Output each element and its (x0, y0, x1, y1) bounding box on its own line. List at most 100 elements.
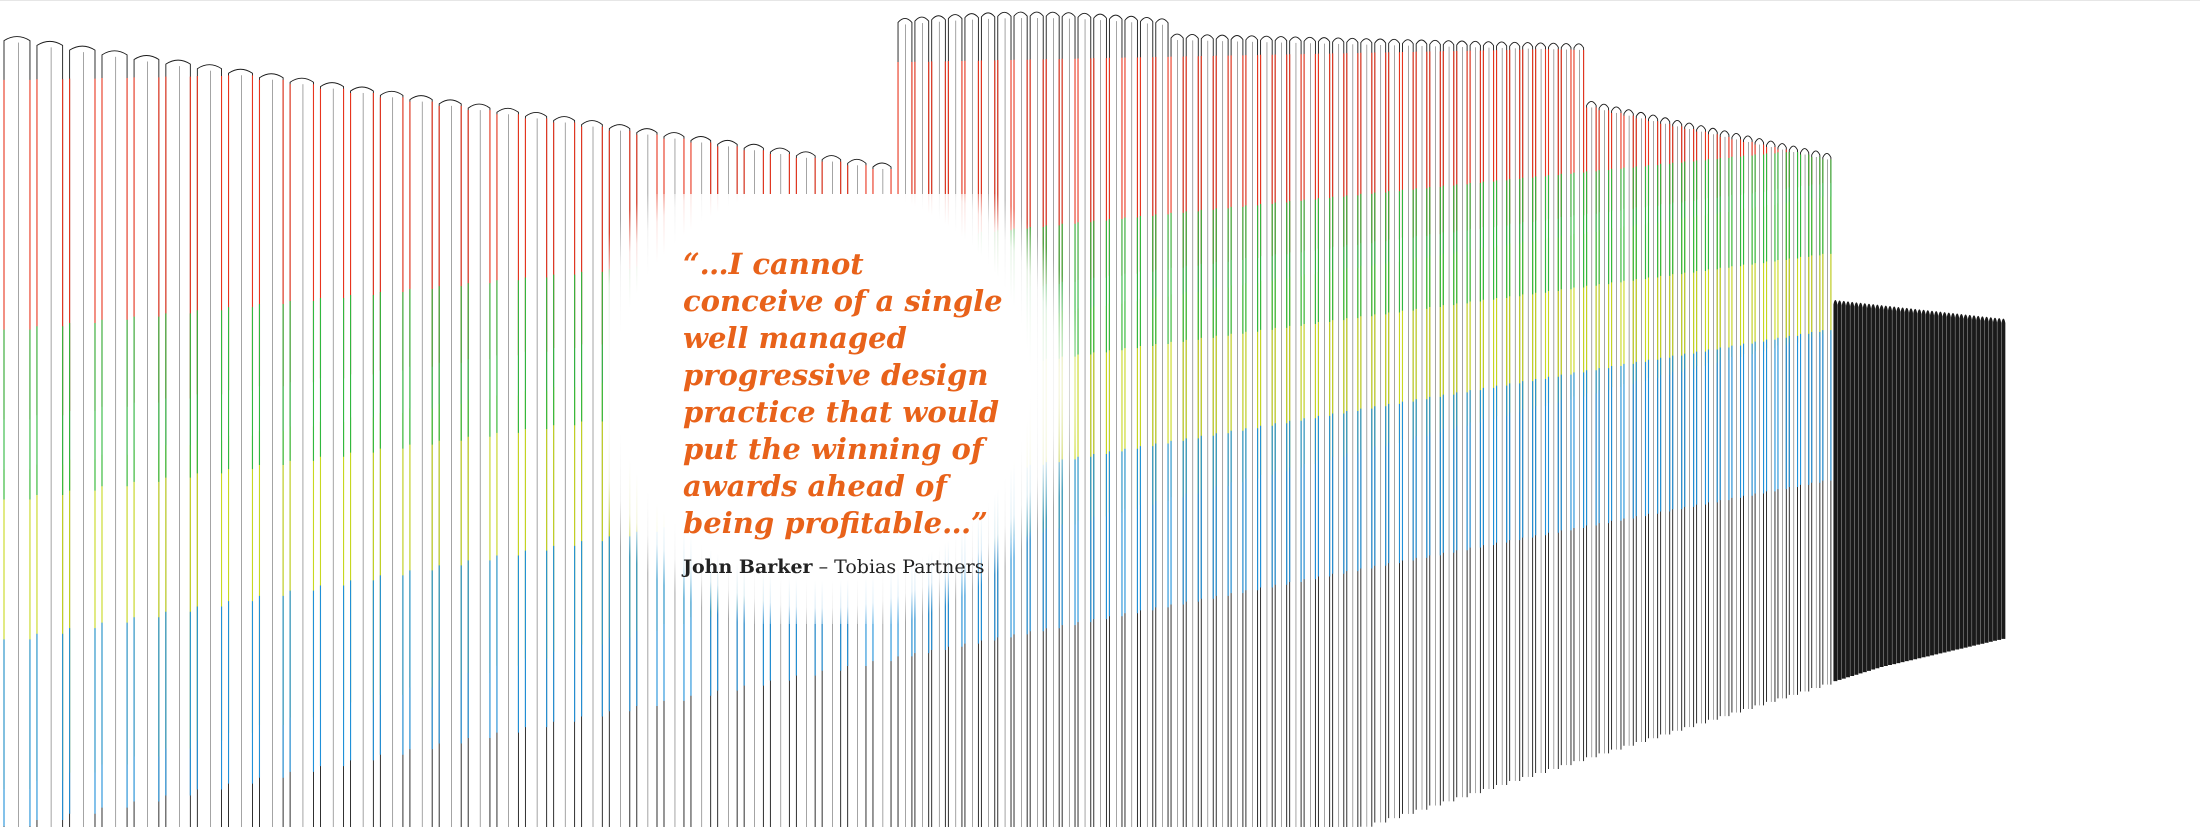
column (1245, 35, 1259, 827)
column-band (1155, 296, 1169, 502)
column-outline (1496, 41, 1508, 785)
column-band (1496, 180, 1508, 298)
column-band (1374, 406, 1387, 566)
column-band (1442, 185, 1455, 306)
column-band (227, 435, 254, 733)
column-outline (409, 95, 433, 827)
column-band (1230, 430, 1244, 594)
column-band (379, 291, 404, 449)
column-band (1289, 420, 1302, 582)
column (1260, 35, 1273, 827)
column-band (1598, 368, 1610, 524)
column-band (1139, 57, 1154, 272)
column-band (1573, 49, 1585, 216)
column-outline (1862, 303, 1867, 673)
column (1586, 101, 1597, 758)
column (1917, 309, 1922, 659)
column-outline (743, 143, 764, 827)
column-band (1647, 121, 1659, 206)
column (1611, 106, 1622, 750)
column-outline (1858, 302, 1863, 674)
column-band (1560, 173, 1572, 290)
column-band (1754, 144, 1765, 192)
column (1707, 127, 1718, 720)
column-band (467, 283, 491, 437)
column-band (1788, 335, 1799, 488)
column-outline (1548, 42, 1559, 769)
column (1635, 111, 1647, 742)
column-band (1635, 118, 1647, 208)
column-outline (1909, 308, 1913, 661)
column-outline (320, 82, 345, 827)
column-band (350, 417, 374, 703)
column-band (1200, 55, 1214, 264)
column-band (1317, 415, 1331, 577)
column-outline (1684, 122, 1695, 728)
column-outline (350, 86, 374, 827)
column (1788, 145, 1799, 695)
column-outline (1942, 312, 1947, 653)
column-band (1303, 53, 1316, 251)
column-outline (2001, 318, 2006, 639)
column (1867, 303, 1871, 671)
column-outline (608, 124, 631, 827)
column-band (69, 628, 96, 814)
column-outline (1967, 314, 1972, 647)
column-band (438, 565, 462, 744)
column-band (1811, 332, 1821, 483)
column-outline (1124, 15, 1138, 827)
column-outline (1934, 311, 1939, 655)
column-outline (1077, 12, 1092, 827)
column-band (1660, 123, 1671, 205)
column-band (1456, 184, 1468, 304)
column-band (1093, 220, 1107, 353)
column-outline (1200, 34, 1214, 827)
column-outline (1846, 301, 1850, 678)
column-band (101, 77, 128, 407)
column-band (1660, 220, 1671, 375)
column (1401, 39, 1414, 814)
column (1215, 34, 1229, 827)
column-outline (1623, 109, 1634, 746)
column-band (1170, 212, 1184, 342)
column-band (1077, 456, 1092, 623)
column-band (1800, 154, 1810, 186)
column-band (1185, 438, 1199, 602)
column (1346, 37, 1359, 827)
column-band (1766, 205, 1776, 349)
column-outline (1303, 36, 1316, 827)
column-band (1401, 401, 1414, 561)
column-outline (1925, 310, 1930, 657)
column-outline (717, 139, 738, 827)
column-outline (1139, 17, 1154, 827)
column-band (1442, 394, 1455, 553)
column-band (438, 105, 462, 363)
column (581, 120, 603, 827)
column-outline (289, 77, 314, 827)
column-band (133, 77, 160, 403)
column (1984, 316, 1989, 643)
column-band (496, 555, 519, 733)
attribution-name: John Barker (683, 556, 813, 578)
column-band (133, 449, 160, 757)
column-band (1496, 245, 1508, 416)
column (1980, 316, 1985, 644)
column-band (1822, 159, 1832, 254)
column-band (1374, 263, 1387, 447)
column-band (1611, 366, 1622, 521)
column-outline (1346, 37, 1359, 827)
column-band (1093, 454, 1107, 620)
column-band (524, 550, 548, 728)
column-band (1289, 54, 1302, 253)
column-band (196, 310, 223, 474)
column (1841, 300, 1846, 679)
column-band (1360, 265, 1373, 450)
column-band (1635, 224, 1647, 381)
column-band (3, 329, 31, 500)
column-outline (1456, 40, 1468, 798)
column-band (581, 271, 603, 422)
column-band (1245, 205, 1259, 332)
column-band (1374, 192, 1387, 315)
column (69, 45, 96, 827)
column-band (553, 274, 576, 426)
